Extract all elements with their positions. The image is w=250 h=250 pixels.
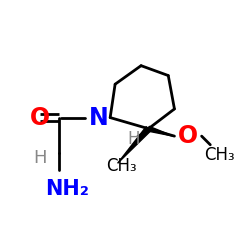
Text: N: N: [89, 106, 109, 130]
Text: O: O: [30, 106, 50, 130]
Text: H: H: [33, 149, 46, 168]
Text: H: H: [128, 130, 140, 148]
Text: NH₂: NH₂: [45, 179, 89, 199]
Text: CH₃: CH₃: [204, 146, 234, 164]
Text: O: O: [178, 124, 198, 148]
Polygon shape: [118, 127, 151, 163]
Polygon shape: [148, 126, 173, 136]
Text: CH₃: CH₃: [106, 157, 136, 175]
